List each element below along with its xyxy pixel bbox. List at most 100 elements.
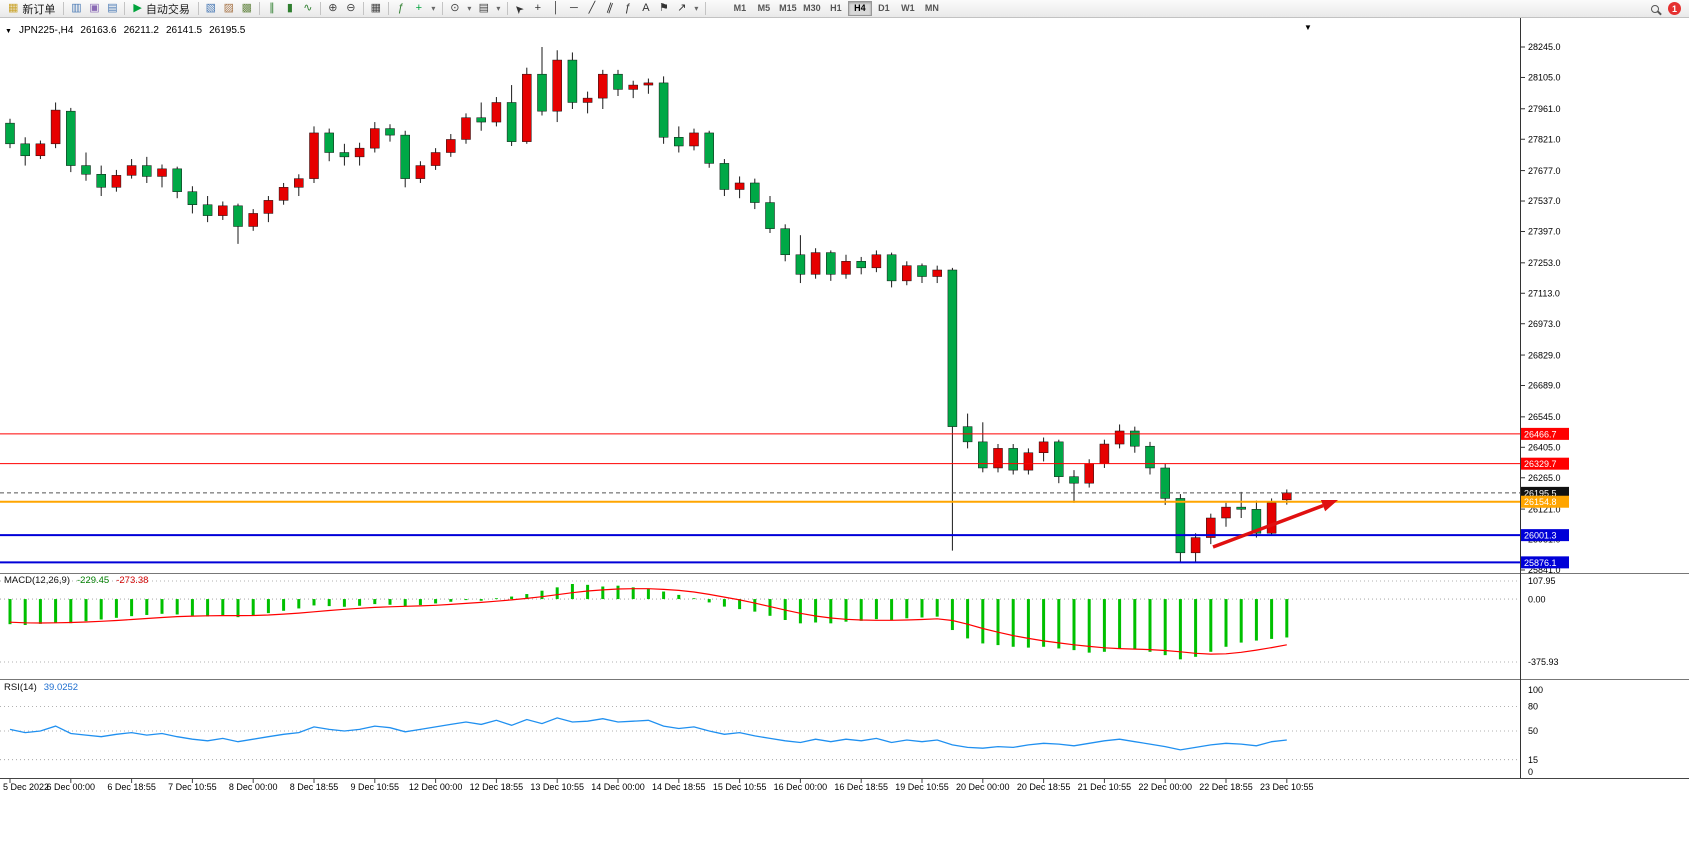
market-watch-icon[interactable]: ▥	[68, 1, 84, 17]
svg-text:26154.8: 26154.8	[1524, 497, 1557, 507]
timeframe-switcher: M1 M5 M15 M30 H1 H4 D1 W1 MN	[728, 1, 944, 16]
svg-text:8 Dec 00:00: 8 Dec 00:00	[229, 782, 278, 792]
new-chart-icon[interactable]: ▧	[203, 1, 219, 17]
rsi-value: 39.0252	[43, 682, 79, 693]
candlestick-series	[5, 47, 1292, 563]
toolbar-separator	[441, 2, 443, 15]
vertical-line-icon[interactable]: │	[548, 1, 564, 17]
timeframe-H1[interactable]: H1	[830, 3, 842, 13]
autotrading-button[interactable]: ▶ 自动交易	[129, 1, 193, 17]
svg-text:26689.0: 26689.0	[1528, 381, 1561, 391]
ohlc-close: 26195.5	[209, 25, 246, 36]
svg-text:23 Dec 10:55: 23 Dec 10:55	[1260, 782, 1314, 792]
indicators-icon[interactable]: ƒ	[393, 1, 409, 17]
svg-text:0.00: 0.00	[1528, 594, 1546, 604]
timeframe-M1[interactable]: M1	[733, 3, 747, 13]
new-order-button[interactable]: ▦ 新订单	[4, 1, 59, 17]
chart-list-icon: ▩	[241, 2, 253, 14]
bar-chart-icon[interactable]: ∥	[264, 1, 280, 17]
macd-signal-value: -273.38	[116, 575, 149, 586]
chart-shift-marker[interactable]: ▼	[1304, 23, 1312, 32]
price-axis[interactable]: 28245.0 28105.0 27961.0 27821.0 27677.0 27537…	[1520, 42, 1561, 575]
svg-text:12 Dec 18:55: 12 Dec 18:55	[470, 782, 524, 792]
fibonacci-icon: ƒ	[624, 2, 631, 14]
template-icon[interactable]: ▤	[476, 1, 492, 17]
timeframe-D1[interactable]: D1	[878, 3, 890, 13]
svg-text:14 Dec 18:55: 14 Dec 18:55	[652, 782, 706, 792]
navigator-icon: ▣	[89, 2, 100, 14]
svg-text:16 Dec 18:55: 16 Dec 18:55	[834, 782, 888, 792]
toolbar-group: ⊕ ⊖	[325, 1, 359, 17]
timeframe-M15[interactable]: M15	[779, 3, 797, 13]
svg-text:107.95: 107.95	[1528, 576, 1556, 586]
channel-icon[interactable]: ∥	[602, 1, 618, 17]
candlestick-chart-icon[interactable]: ▮	[282, 1, 298, 17]
template-caret[interactable]: ▾	[496, 4, 501, 13]
svg-text:19 Dec 10:55: 19 Dec 10:55	[895, 782, 949, 792]
svg-text:9 Dec 10:55: 9 Dec 10:55	[351, 782, 400, 792]
chart-list-icon[interactable]: ▩	[239, 1, 255, 17]
period-clock-icon[interactable]: ⊙	[447, 1, 463, 17]
autotrading-button-label: 自动交易	[145, 3, 190, 16]
trendline-icon[interactable]: ╱	[584, 1, 600, 17]
toolbar-separator	[387, 2, 389, 15]
arrow-tool-icon[interactable]: ↗	[674, 1, 690, 17]
line-chart-icon[interactable]: ∿	[300, 1, 316, 17]
macd-label: MACD(12,26,9) -229.45 -273.38	[4, 575, 148, 586]
ohlc-low: 26141.5	[165, 25, 203, 36]
zoom-out-icon[interactable]: ⊖	[343, 1, 359, 17]
label-icon: ⚑	[658, 2, 669, 14]
toolbar-separator	[63, 2, 65, 15]
tile-windows-icon[interactable]: ▦	[368, 1, 384, 17]
timeframe-M5[interactable]: M5	[757, 3, 771, 13]
svg-text:20 Dec 18:55: 20 Dec 18:55	[1017, 782, 1071, 792]
text-icon[interactable]: A	[638, 1, 654, 17]
cursor-icon[interactable]: ➤	[512, 1, 528, 17]
label-icon[interactable]: ⚑	[656, 1, 672, 17]
new-chart-icon: ▧	[205, 2, 217, 14]
svg-text:26195.5: 26195.5	[1524, 488, 1557, 498]
chart-canvas[interactable]: 28245.0 28105.0 27961.0 27821.0 27677.0 27537…	[0, 18, 1689, 858]
one-click-trading-arrow[interactable]: ▼	[5, 28, 12, 35]
horizontal-line-icon[interactable]: ─	[566, 1, 582, 17]
timeframe-M30[interactable]: M30	[803, 3, 821, 13]
crosshair-icon[interactable]: +	[530, 1, 546, 17]
timeframe-H4[interactable]: H4	[847, 1, 872, 16]
terminal-icon[interactable]: ▤	[104, 1, 120, 17]
ohlc-open: 26163.6	[80, 25, 117, 36]
svg-text:80: 80	[1528, 702, 1538, 712]
timeframe-MN[interactable]: MN	[924, 3, 939, 13]
chart-profile-icon[interactable]: ▨	[221, 1, 237, 17]
trend-arrow[interactable]	[1212, 500, 1338, 549]
svg-text:26001.3: 26001.3	[1524, 531, 1557, 541]
svg-text:28245.0: 28245.0	[1528, 42, 1561, 52]
fibonacci-icon[interactable]: ƒ	[620, 1, 636, 17]
svg-text:26545.0: 26545.0	[1528, 412, 1561, 422]
indicators-caret[interactable]: ▾	[431, 4, 436, 13]
toolbar-separator	[124, 2, 126, 15]
add-indicator-icon[interactable]: +	[411, 1, 427, 17]
period-caret[interactable]: ▾	[467, 4, 472, 13]
svg-text:27961.0: 27961.0	[1528, 104, 1561, 114]
shapes-caret[interactable]: ▾	[694, 4, 699, 13]
svg-text:27113.0: 27113.0	[1528, 288, 1560, 298]
svg-text:27677.0: 27677.0	[1528, 166, 1561, 176]
zoom-in-icon[interactable]: ⊕	[325, 1, 341, 17]
svg-text:13 Dec 10:55: 13 Dec 10:55	[530, 782, 584, 792]
horizontal-line-objects[interactable]	[0, 433, 1520, 564]
svg-text:26329.7: 26329.7	[1524, 459, 1557, 469]
search-icon[interactable]	[1648, 1, 1664, 17]
notification-badge[interactable]: 1	[1668, 2, 1681, 15]
new-order-icon: ▦	[8, 2, 19, 14]
timeframe-W1[interactable]: W1	[901, 3, 915, 13]
macd-main-value: -229.45	[77, 575, 110, 586]
navigator-icon[interactable]: ▣	[86, 1, 102, 17]
period-clock-icon: ⊙	[450, 2, 460, 14]
search-lens	[1650, 4, 1659, 13]
cursor-icon: ➤	[512, 1, 528, 17]
svg-text:15 Dec 10:55: 15 Dec 10:55	[713, 782, 767, 792]
ohlc-high: 26211.2	[123, 25, 159, 36]
svg-text:5 Dec 2022: 5 Dec 2022	[3, 782, 49, 792]
